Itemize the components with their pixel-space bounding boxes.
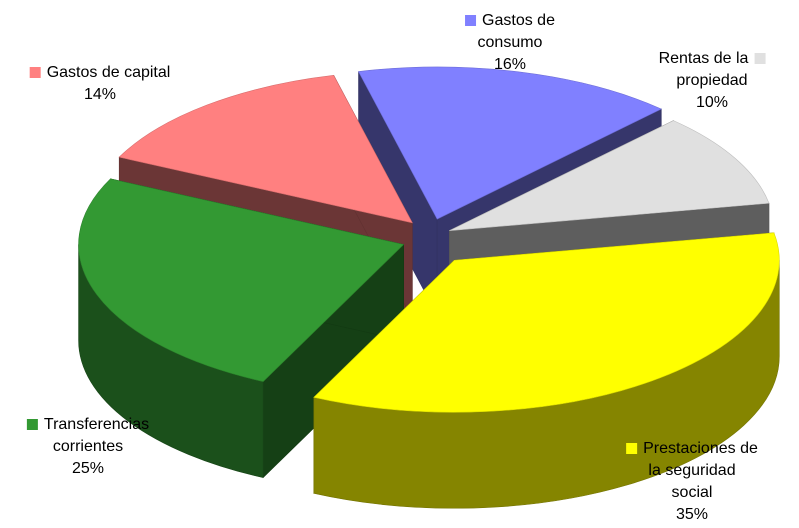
pie-slice xyxy=(313,232,780,509)
slice-top xyxy=(358,66,662,220)
slice-category-label: consumo xyxy=(477,34,543,51)
slice-label: Gastos de capital 14% xyxy=(29,62,171,106)
slice-label: Prestaciones de la seguridad social 35% xyxy=(626,438,758,526)
slice-category-label: Transferencias xyxy=(43,416,150,433)
legend-key-icon xyxy=(29,67,41,78)
slice-category-label: Prestaciones de xyxy=(643,440,758,457)
slice-category-label: Gastos de xyxy=(482,12,555,29)
slice-category-label: corrientes xyxy=(52,438,124,455)
legend-key-icon xyxy=(465,15,477,26)
slice-category-label: la seguridad xyxy=(648,462,736,479)
legend-key-icon xyxy=(626,443,638,454)
slice-category-label: Rentas de la xyxy=(658,50,749,67)
slice-category-label: Gastos de capital xyxy=(46,64,171,81)
slice-top xyxy=(118,75,413,224)
slice-percent-label: 16% xyxy=(493,56,527,73)
slice-percent-label: 25% xyxy=(71,460,105,477)
pie-slice xyxy=(78,178,405,479)
slice-label: Transferencias corrientes 25% xyxy=(26,414,150,480)
slice-category-label: propiedad xyxy=(676,72,748,89)
slice-percent-label: 14% xyxy=(83,86,117,103)
slice-label: Gastos de consumo 16% xyxy=(465,10,555,76)
slice-label: Rentas de la propiedad 10% xyxy=(659,48,766,114)
slice-category-label: social xyxy=(671,484,713,501)
slice-top xyxy=(449,120,770,231)
legend-key-icon xyxy=(26,419,38,430)
slice-percent-label: 10% xyxy=(695,94,729,111)
slice-top xyxy=(313,232,780,413)
legend-key-icon xyxy=(754,53,766,64)
slice-top xyxy=(78,178,405,382)
slice-percent-label: 35% xyxy=(675,506,709,523)
